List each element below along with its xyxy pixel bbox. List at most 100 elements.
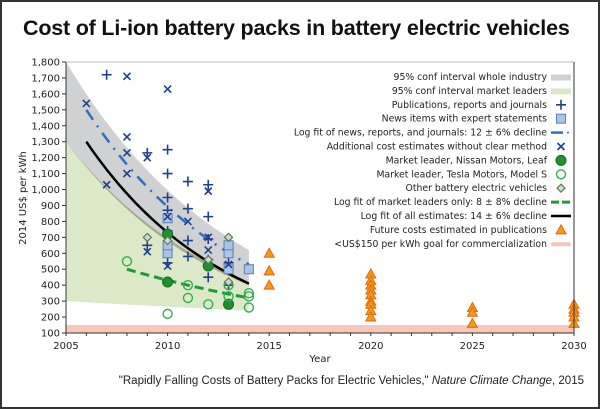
point-publication xyxy=(182,235,193,246)
point-additional-estimate xyxy=(163,212,172,221)
point-publication xyxy=(101,69,112,80)
point-additional-estimate xyxy=(204,233,213,242)
point-additional-estimate xyxy=(163,261,172,271)
point-tesla-model-s xyxy=(203,299,214,310)
legend-swatch xyxy=(567,131,569,134)
y-tick-label: 1,100 xyxy=(31,169,60,180)
legend-marker-filled-circle xyxy=(555,154,567,166)
legend-label: Additional cost estimates without clear … xyxy=(327,142,547,153)
legend-label: 95% conf interval whole industry xyxy=(394,72,548,83)
point-tesla-model-s xyxy=(121,256,133,267)
point-other-bev xyxy=(203,254,214,265)
point-other-bev xyxy=(223,277,234,287)
point-future-estimate xyxy=(263,247,276,258)
y-tick-label: 1,500 xyxy=(31,105,60,116)
point-tesla-model-s xyxy=(223,291,234,302)
y-tick-label: 700 xyxy=(41,233,60,244)
point-other-bev xyxy=(142,232,153,243)
y-tick-label: 1,700 xyxy=(31,73,60,84)
y-tick-label: 600 xyxy=(41,249,60,260)
legend-label: Log fit of market leaders only: 8 ± 8% d… xyxy=(334,197,547,208)
legend-label: Other battery electric vehicles xyxy=(406,183,548,194)
legend-label: News items with expert statements xyxy=(382,114,548,125)
point-additional-estimate xyxy=(82,99,91,108)
fit-line-market-leaders xyxy=(126,267,250,300)
point-publication xyxy=(162,168,173,179)
legend-swatch xyxy=(551,88,571,95)
point-other-bev xyxy=(223,232,234,243)
citation-year: , 2015 xyxy=(552,375,584,387)
point-tesla-model-s xyxy=(243,302,255,313)
point-publication xyxy=(142,147,153,158)
point-tesla-model-s xyxy=(182,292,194,304)
legend-label: Publications, reports and journals xyxy=(392,100,547,111)
y-tick-label: 800 xyxy=(41,217,60,228)
y-tick-label: 300 xyxy=(41,297,60,308)
point-future-estimate xyxy=(364,311,377,322)
y-tick-label: 1,600 xyxy=(31,89,60,100)
y-tick-label: 100 xyxy=(41,329,60,340)
x-tick-label: 2020 xyxy=(358,341,383,352)
point-additional-estimate xyxy=(183,217,192,226)
legend-label: 95% conf interval market leaders xyxy=(392,86,547,97)
legend-marker-plus xyxy=(556,99,566,110)
point-publication xyxy=(162,144,173,155)
x-tick-label: 2025 xyxy=(460,341,485,352)
point-tesla-model-s xyxy=(243,287,255,299)
point-news-item xyxy=(243,264,254,275)
legend-label: <US$150 per kWh goal for commercializati… xyxy=(334,239,547,250)
y-tick-label: 500 xyxy=(41,265,60,276)
legend-marker-x xyxy=(556,142,566,151)
point-publication xyxy=(182,251,193,262)
point-additional-estimate xyxy=(122,72,132,81)
point-publication xyxy=(162,192,173,203)
x-tick-label: 2005 xyxy=(53,341,78,352)
legend-label: Future costs estimated in publications xyxy=(370,225,547,236)
point-additional-estimate xyxy=(163,85,172,94)
y-tick-label: 400 xyxy=(41,281,60,292)
point-additional-estimate xyxy=(204,246,213,255)
point-tesla-model-s xyxy=(162,308,173,320)
point-tesla-model-s xyxy=(182,279,194,291)
point-nissan-leaf xyxy=(162,276,174,288)
point-other-bev xyxy=(162,235,173,246)
point-additional-estimate xyxy=(143,247,152,256)
legend-label: Market leader, Nissan Motors, Leaf xyxy=(386,155,548,166)
band-whole-industry xyxy=(66,62,249,286)
point-additional-estimate xyxy=(122,148,132,157)
point-additional-estimate xyxy=(122,169,132,178)
point-additional-estimate xyxy=(102,180,111,189)
point-future-estimate xyxy=(263,264,276,276)
x-axis-label: Year xyxy=(308,354,331,365)
point-additional-estimate xyxy=(224,260,233,269)
y-tick-label: 1,800 xyxy=(31,58,60,69)
citation-title: "Rapidly Falling Costs of Battery Packs … xyxy=(118,375,432,387)
chart-title: Cost of Li-ion battery packs in battery … xyxy=(23,16,570,40)
y-axis-label: 2014 US$ per kWh xyxy=(18,151,29,245)
legend-marker-triangle xyxy=(555,223,567,235)
point-tesla-model-s xyxy=(243,291,255,302)
citation-journal: Nature Climate Change xyxy=(431,375,553,387)
legend-marker-diamond xyxy=(556,183,566,194)
citation: "Rapidly Falling Costs of Battery Packs … xyxy=(119,375,584,387)
x-tick-label: 2015 xyxy=(256,341,281,352)
x-tick-label: 2030 xyxy=(561,341,586,352)
point-publication xyxy=(182,203,193,214)
point-publication xyxy=(182,176,193,187)
point-additional-estimate xyxy=(122,132,132,141)
legend-marker-open-circle xyxy=(555,169,567,180)
legend-label: Market leader, Tesla Motors, Model S xyxy=(376,169,547,180)
x-tick-label: 2010 xyxy=(155,341,180,352)
band-commercialization-goal xyxy=(66,325,574,333)
y-tick-label: 1,300 xyxy=(31,137,60,148)
point-future-estimate xyxy=(466,306,479,317)
legend-swatch xyxy=(551,74,571,81)
point-additional-estimate xyxy=(204,187,213,196)
legend-swatch xyxy=(551,242,571,247)
legend-label: Log fit of all estimates: 14 ± 6% declin… xyxy=(361,211,548,222)
point-publication xyxy=(203,211,214,222)
point-news-item xyxy=(223,264,234,275)
band-market-leaders xyxy=(66,141,249,311)
point-future-estimate xyxy=(466,317,479,328)
